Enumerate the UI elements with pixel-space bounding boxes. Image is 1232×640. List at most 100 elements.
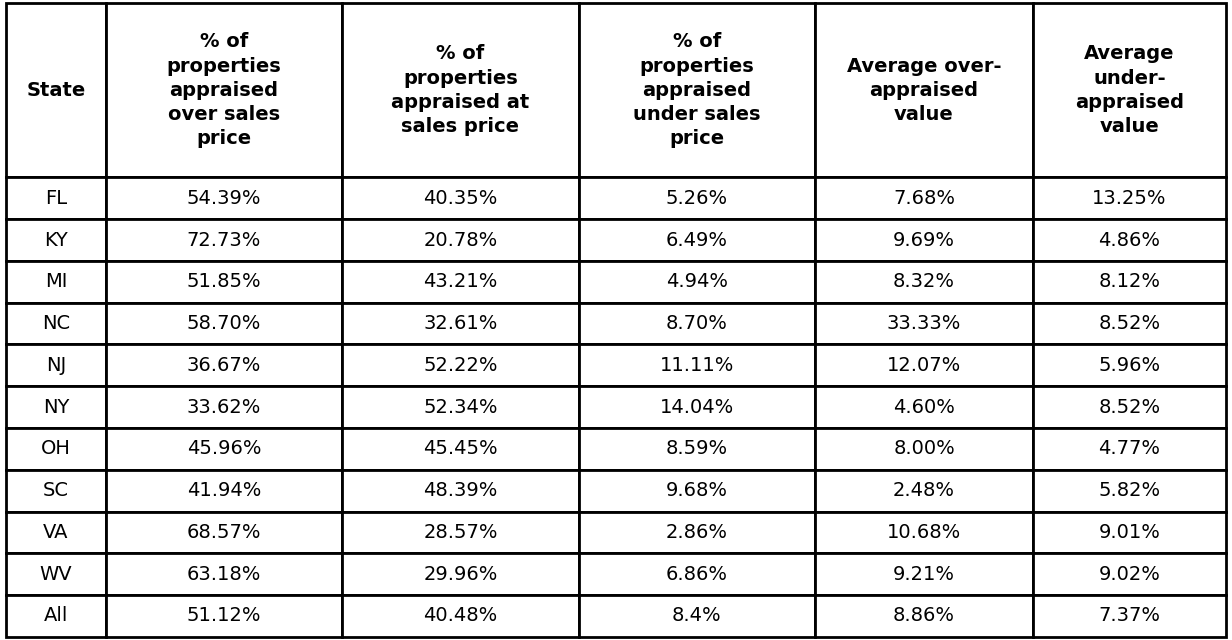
Bar (342, 177, 579, 219)
Text: NC: NC (42, 314, 70, 333)
Text: FL: FL (44, 189, 67, 208)
Text: 20.78%: 20.78% (424, 230, 498, 250)
Text: 2.86%: 2.86% (667, 523, 728, 542)
Bar (6, 344, 106, 386)
Text: 68.57%: 68.57% (187, 523, 261, 542)
Bar (816, 261, 1032, 303)
Bar (342, 219, 579, 261)
Bar (106, 470, 342, 511)
Text: 40.35%: 40.35% (424, 189, 498, 208)
Text: 4.60%: 4.60% (893, 397, 955, 417)
Text: 6.86%: 6.86% (667, 564, 728, 584)
Bar (106, 428, 342, 470)
Text: 45.45%: 45.45% (423, 440, 498, 458)
Bar (816, 595, 1032, 637)
Text: 28.57%: 28.57% (423, 523, 498, 542)
Text: 8.32%: 8.32% (893, 273, 955, 291)
Text: 32.61%: 32.61% (424, 314, 498, 333)
Text: WV: WV (39, 564, 73, 584)
Bar (1032, 303, 1226, 344)
Bar (106, 3, 342, 177)
Text: 9.02%: 9.02% (1099, 564, 1161, 584)
Bar (1032, 387, 1226, 428)
Bar (342, 344, 579, 386)
Bar (579, 219, 816, 261)
Bar (6, 428, 106, 470)
Bar (1032, 470, 1226, 511)
Bar (579, 595, 816, 637)
Bar (106, 344, 342, 386)
Bar (342, 261, 579, 303)
Bar (816, 3, 1032, 177)
Bar (6, 219, 106, 261)
Bar (106, 261, 342, 303)
Text: 29.96%: 29.96% (424, 564, 498, 584)
Text: 45.96%: 45.96% (187, 440, 261, 458)
Bar (6, 387, 106, 428)
Bar (579, 511, 816, 553)
Bar (1032, 3, 1226, 177)
Bar (816, 387, 1032, 428)
Bar (6, 595, 106, 637)
Bar (579, 303, 816, 344)
Text: NY: NY (43, 397, 69, 417)
Text: 4.94%: 4.94% (667, 273, 728, 291)
Text: 8.86%: 8.86% (893, 607, 955, 625)
Bar (342, 511, 579, 553)
Text: 8.70%: 8.70% (667, 314, 728, 333)
Text: State: State (26, 81, 85, 100)
Text: 33.33%: 33.33% (887, 314, 961, 333)
Text: 72.73%: 72.73% (187, 230, 261, 250)
Text: 7.68%: 7.68% (893, 189, 955, 208)
Bar (342, 595, 579, 637)
Text: 11.11%: 11.11% (659, 356, 734, 375)
Text: 7.37%: 7.37% (1099, 607, 1161, 625)
Bar (579, 428, 816, 470)
Bar (6, 303, 106, 344)
Text: 36.67%: 36.67% (187, 356, 261, 375)
Bar (1032, 511, 1226, 553)
Text: 9.68%: 9.68% (667, 481, 728, 500)
Bar (106, 387, 342, 428)
Text: 10.68%: 10.68% (887, 523, 961, 542)
Bar (1032, 595, 1226, 637)
Bar (106, 511, 342, 553)
Text: 8.00%: 8.00% (893, 440, 955, 458)
Text: % of
properties
appraised
over sales
price: % of properties appraised over sales pri… (166, 32, 281, 148)
Text: 51.85%: 51.85% (186, 273, 261, 291)
Bar (816, 470, 1032, 511)
Text: 51.12%: 51.12% (187, 607, 261, 625)
Text: SC: SC (43, 481, 69, 500)
Bar (106, 177, 342, 219)
Bar (579, 387, 816, 428)
Text: 12.07%: 12.07% (887, 356, 961, 375)
Text: 9.01%: 9.01% (1099, 523, 1161, 542)
Text: MI: MI (44, 273, 67, 291)
Text: 4.86%: 4.86% (1099, 230, 1161, 250)
Text: 40.48%: 40.48% (424, 607, 498, 625)
Bar (342, 428, 579, 470)
Bar (1032, 344, 1226, 386)
Bar (816, 177, 1032, 219)
Bar (1032, 553, 1226, 595)
Text: NJ: NJ (46, 356, 67, 375)
Bar (6, 470, 106, 511)
Bar (106, 303, 342, 344)
Bar (579, 261, 816, 303)
Bar (106, 553, 342, 595)
Bar (816, 303, 1032, 344)
Bar (6, 511, 106, 553)
Bar (579, 177, 816, 219)
Text: 8.52%: 8.52% (1098, 397, 1161, 417)
Bar (579, 553, 816, 595)
Bar (106, 219, 342, 261)
Text: KY: KY (44, 230, 68, 250)
Bar (816, 511, 1032, 553)
Text: 33.62%: 33.62% (187, 397, 261, 417)
Text: VA: VA (43, 523, 69, 542)
Text: 48.39%: 48.39% (424, 481, 498, 500)
Bar (6, 553, 106, 595)
Bar (816, 344, 1032, 386)
Bar (6, 261, 106, 303)
Bar (342, 387, 579, 428)
